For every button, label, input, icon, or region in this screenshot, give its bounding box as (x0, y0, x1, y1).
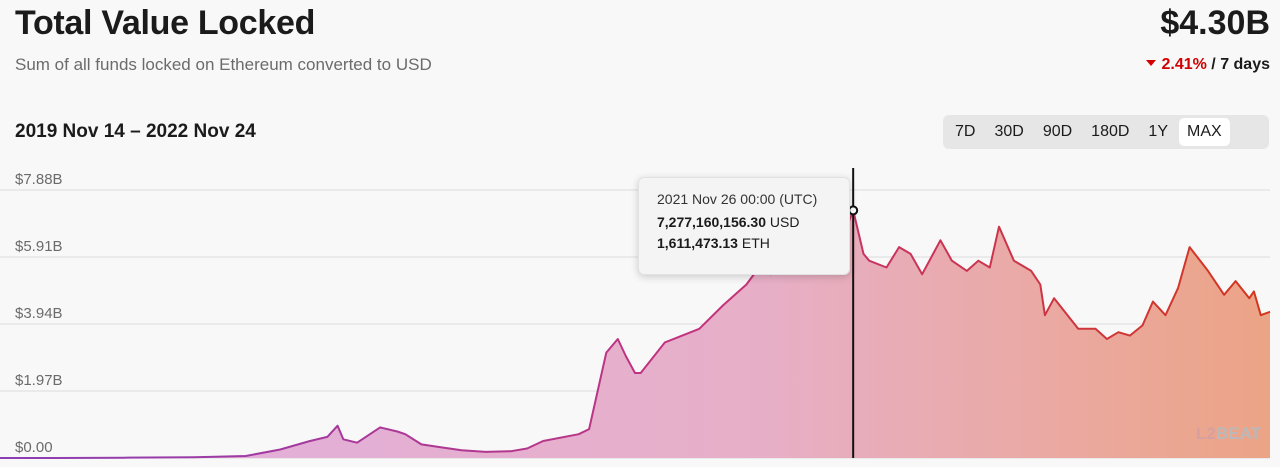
range-button-90d[interactable]: 90D (1042, 123, 1073, 140)
tooltip-usd-unit: USD (769, 214, 800, 230)
tvl-chart[interactable]: $0.00 $1.97B $3.94B $5.91B $7.88B (0, 160, 1280, 467)
logo-mark: L2 (1196, 424, 1216, 443)
l2beat-logo: L2BEAT (1196, 424, 1261, 444)
y-tick-label: $0.00 (15, 439, 53, 456)
tvl-area (0, 210, 1270, 458)
tooltip-usd-value: 7,277,160,156.30 (657, 214, 766, 230)
range-button-30d[interactable]: 30D (994, 123, 1024, 140)
tvl-value: $4.30B (1160, 4, 1270, 42)
y-tick-label: $3.94B (15, 305, 63, 322)
logo-text: BEAT (1215, 424, 1261, 443)
change-percent: 2.41% (1161, 56, 1207, 73)
tooltip-usd: 7,277,160,156.30 USD (657, 214, 849, 230)
tooltip-date: 2021 Nov 26 00:00 (UTC) (657, 191, 818, 207)
range-button-1y[interactable]: 1Y (1148, 123, 1168, 140)
range-button-7d[interactable]: 7D (955, 123, 976, 140)
range-selector: 7D 30D 90D 180D 1Y MAX (943, 115, 1269, 149)
change-period: / 7 days (1211, 56, 1270, 73)
tooltip-eth: 1,611,473.13 ETH (657, 235, 849, 251)
y-tick-label: $7.88B (15, 171, 63, 188)
hover-cursor-dot (848, 205, 859, 216)
page-subtitle: Sum of all funds locked on Ethereum conv… (15, 55, 432, 74)
change-indicator: 2.41% / 7 days (1146, 56, 1270, 74)
y-tick-label: $1.97B (15, 372, 63, 389)
y-tick-label: $5.91B (15, 238, 63, 255)
date-range-label: 2019 Nov 14 – 2022 Nov 24 (15, 121, 256, 142)
page-title: Total Value Locked (15, 4, 316, 42)
range-button-max[interactable]: MAX (1179, 118, 1230, 146)
chart-tooltip: 2021 Nov 26 00:00 (UTC) 7,277,160,156.30… (638, 177, 850, 275)
arrow-down-icon (1146, 60, 1157, 66)
tooltip-eth-unit: ETH (741, 235, 770, 251)
tooltip-eth-value: 1,611,473.13 (657, 235, 738, 251)
range-button-180d[interactable]: 180D (1091, 123, 1130, 140)
y-tick-labels: $0.00 $1.97B $3.94B $5.91B $7.88B (15, 171, 63, 456)
